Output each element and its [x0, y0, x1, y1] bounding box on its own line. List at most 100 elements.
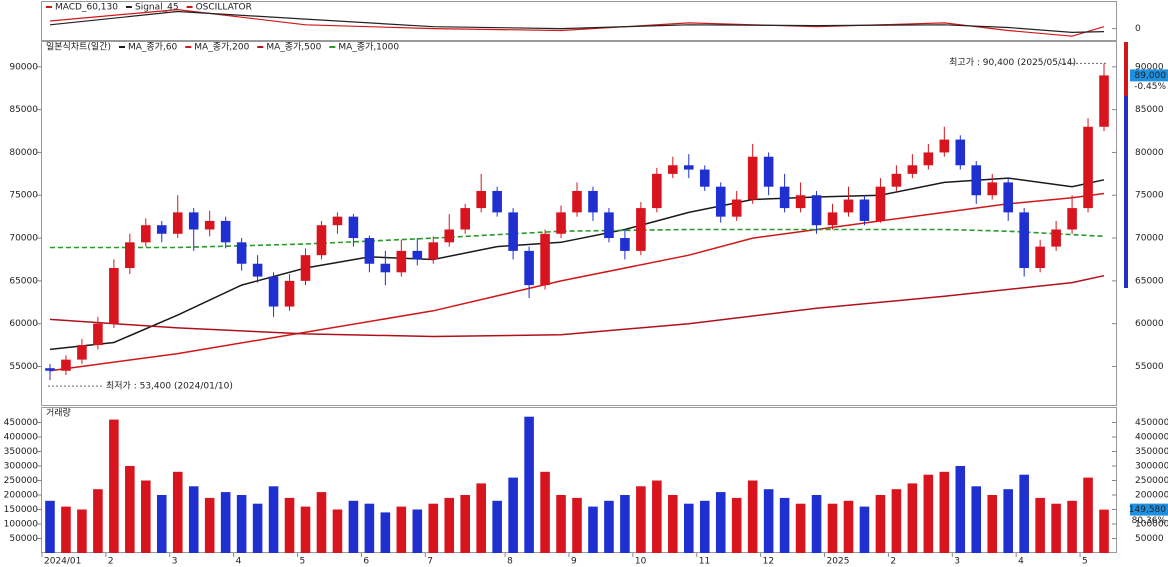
volume-bar: [987, 495, 998, 553]
candle-body: [731, 199, 742, 217]
candle-body: [1083, 126, 1093, 209]
x-tick-label: 2025: [827, 557, 850, 567]
candle-body: [907, 165, 918, 174]
y-tick-label: 300000: [1135, 462, 1168, 472]
last-volume-tag: [1130, 503, 1168, 516]
candle-body: [668, 165, 678, 174]
candle-body: [141, 225, 151, 243]
volume-bar: [61, 506, 71, 553]
x-tick-label: 5: [300, 557, 306, 567]
price-position-bar: [1124, 42, 1128, 96]
candle-body: [1051, 229, 1061, 247]
candle-body: [252, 263, 263, 277]
x-tick-label: 12: [763, 557, 774, 567]
volume-bar: [747, 480, 758, 553]
candle-body: [843, 199, 854, 213]
volume-bar: [125, 466, 135, 553]
volume-bar: [109, 419, 119, 553]
y-tick-label: 60000: [9, 319, 38, 329]
high-annotation: 최고가 : 90,400 (2025/05/14): [949, 57, 1076, 68]
volume-bar: [779, 497, 790, 553]
x-tick-label: 8: [507, 557, 513, 567]
volume-bar: [652, 480, 662, 553]
candle-body: [220, 220, 231, 243]
volume-bar: [939, 471, 950, 553]
y-tick-label: 55000: [9, 362, 38, 372]
y-tick-label: 90000: [1135, 62, 1164, 72]
line: [49, 274, 1105, 338]
candle-body: [332, 216, 343, 226]
volume-bar: [364, 503, 375, 553]
legend-label: 일본식차트(일간): [46, 41, 111, 53]
candle-body: [795, 195, 806, 209]
y-tick-label: 80000: [9, 148, 38, 158]
candle-body: [891, 173, 902, 187]
volume-bar: [859, 506, 870, 553]
price-panel: [41, 41, 1117, 406]
legend-label: MA_종가,1000: [338, 42, 399, 53]
volume-bar: [811, 495, 822, 553]
y-tick-label: 70000: [9, 234, 38, 244]
candle-body: [540, 233, 550, 286]
volume-bar: [604, 500, 614, 553]
x-tick-label: 10: [635, 557, 647, 567]
volume-bar: [476, 483, 486, 553]
volume-bar: [1099, 509, 1109, 553]
volume-bar: [45, 500, 55, 553]
volume-title: 거래량: [46, 407, 71, 419]
candle-body: [77, 345, 87, 360]
volume-bar: [907, 483, 918, 553]
candle-body: [460, 208, 470, 230]
candle-body: [172, 212, 183, 234]
volume-bar: [540, 471, 550, 553]
volume-bar: [923, 474, 934, 553]
volume-bar: [1003, 489, 1013, 553]
legend-label: MA_종가,200: [194, 42, 249, 53]
y-tick-label: 65000: [9, 276, 38, 286]
candle-body: [93, 323, 103, 346]
x-tick-label: 7: [427, 557, 433, 567]
y-tick-label: 200000: [4, 491, 39, 501]
candle-body: [444, 229, 455, 243]
candle-body: [524, 250, 534, 286]
volume-bar: [380, 512, 391, 553]
x-tick-label: 4: [236, 557, 242, 567]
legend-label: MA_종가,500: [266, 42, 321, 53]
volume-bar: [588, 506, 598, 553]
y-tick-label: 65000: [1135, 276, 1164, 286]
volume-ratio-label: 80.36%: [1132, 516, 1167, 526]
line: [49, 8, 1105, 37]
candle-body: [492, 190, 502, 213]
candle-body: [300, 255, 311, 281]
candle-body: [1099, 75, 1109, 127]
volume-bar: [284, 497, 295, 553]
y-tick-label: 0: [1135, 24, 1141, 34]
y-tick-label: 85000: [1135, 105, 1164, 115]
candle-body: [588, 190, 598, 213]
candle-body: [45, 368, 55, 371]
y-tick-label: 400000: [1135, 433, 1168, 443]
volume-bar: [731, 497, 742, 553]
last-volume-label: 149,580: [1129, 505, 1166, 515]
volume-bar: [524, 416, 534, 553]
volume-bar: [795, 503, 806, 553]
y-tick-label: 400000: [4, 433, 39, 443]
legend-label: MACD_60,130: [55, 3, 118, 13]
low-annotation: 최저가 : 53,400 (2024/01/10): [106, 381, 233, 392]
y-tick-label: 350000: [4, 447, 39, 457]
candle-body: [699, 169, 710, 187]
candle-body: [923, 152, 934, 166]
volume-bar: [444, 497, 455, 553]
volume-bar: [252, 503, 263, 553]
last-price-tag: [1130, 69, 1168, 82]
y-tick-label: 90000: [9, 62, 38, 72]
volume-bar: [763, 489, 774, 553]
volume-bar: [699, 500, 710, 553]
volume-bar: [1051, 503, 1061, 553]
candle-body: [284, 280, 295, 307]
volume-bar: [156, 495, 167, 553]
x-tick-label: 3: [172, 557, 178, 567]
candle-body: [1067, 208, 1077, 230]
